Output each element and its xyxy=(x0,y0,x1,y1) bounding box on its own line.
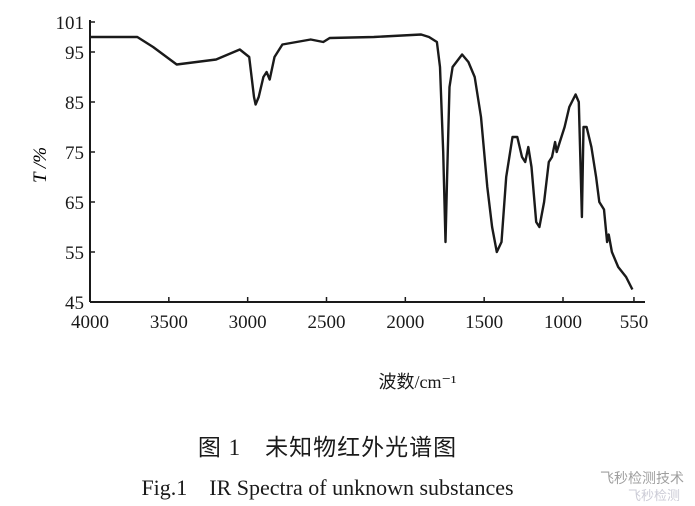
x-tick-label: 1500 xyxy=(465,312,503,333)
x-tick-label: 1000 xyxy=(544,312,582,333)
y-tick-label: 101 xyxy=(56,13,85,34)
x-axis-label: 波数/cm⁻¹ xyxy=(378,372,457,392)
x-tick-label: 3000 xyxy=(229,312,267,333)
x-tick-label: 3500 xyxy=(150,312,188,333)
watermark-logo-secondary: 飞秒检测 xyxy=(628,489,681,504)
series-line xyxy=(90,33,634,291)
watermark-logo: 飞秒检测技术 xyxy=(600,471,684,487)
x-tick-label: 4000 xyxy=(71,312,109,333)
y-tick-label: 75 xyxy=(65,143,84,164)
figure-caption-en: Fig.1 IR Spectra of unknown substances xyxy=(141,475,514,500)
ticks: 4000 3500 3000 2500 2000 1500 1000 550 45 55 65 75 8… xyxy=(56,13,649,333)
y-tick-label: 65 xyxy=(65,193,84,214)
y-tick-label: 95 xyxy=(65,43,84,64)
y-axis-label: T /% xyxy=(30,147,51,183)
y-tick-label: 45 xyxy=(65,293,84,314)
x-tick-label: 2000 xyxy=(386,312,424,333)
y-tick-label: 55 xyxy=(65,243,84,264)
x-tick-label: 2500 xyxy=(308,312,346,333)
axes xyxy=(89,20,645,303)
x-tick-label: 550 xyxy=(620,312,649,333)
y-tick-label: 85 xyxy=(65,93,84,114)
figure-caption-cn: 图 1 未知物红外光谱图 xyxy=(197,435,458,460)
